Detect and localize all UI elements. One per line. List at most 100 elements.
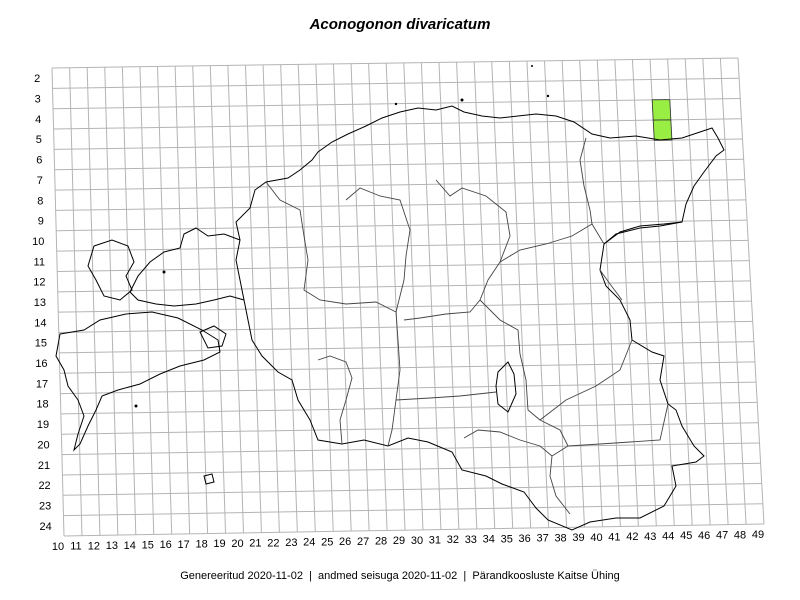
islet <box>546 94 550 98</box>
islet <box>460 98 464 102</box>
grid-line-vertical <box>491 61 514 529</box>
generated-date: Genereeritud 2020-11-02 <box>180 570 303 582</box>
grid-line-vertical <box>473 61 496 529</box>
islet <box>394 102 398 106</box>
grid-line-vertical <box>561 60 586 528</box>
col-label: 39 <box>572 532 584 544</box>
country-outline <box>55 65 725 531</box>
grid-line-horizontal <box>59 361 755 374</box>
row-label: 17 <box>36 378 48 390</box>
grid-line-vertical <box>368 63 388 531</box>
county-border <box>403 179 511 321</box>
grid-line-vertical <box>86 67 101 536</box>
col-label: 14 <box>124 540 136 552</box>
county-border <box>345 187 411 313</box>
grid-line-vertical <box>104 67 119 536</box>
col-label: 33 <box>465 534 477 546</box>
col-label: 16 <box>160 539 172 551</box>
grid-line-horizontal <box>57 280 751 293</box>
grid-line-horizontal <box>61 442 760 456</box>
map-footer: Genereeritud 2020-11-02 | andmed seisuga… <box>0 570 800 582</box>
grid-line-horizontal <box>54 158 744 171</box>
grid-line-horizontal <box>60 381 757 395</box>
col-label: 11 <box>70 541 81 553</box>
grid-line-vertical <box>174 66 191 534</box>
grid-line-horizontal <box>53 118 742 130</box>
col-label: 49 <box>752 529 764 541</box>
row-label: 3 <box>35 94 41 106</box>
grid-line-horizontal <box>56 239 749 252</box>
col-label: 25 <box>321 536 333 548</box>
col-label: 28 <box>375 535 387 547</box>
grid-line-horizontal <box>56 219 748 232</box>
col-label: 48 <box>734 529 746 541</box>
col-label: 30 <box>411 535 423 547</box>
grid-line-vertical <box>139 66 155 535</box>
grid-line-vertical <box>51 67 65 537</box>
col-label: 15 <box>142 539 154 551</box>
occurrence-cells <box>651 99 673 141</box>
ruhnu-island <box>203 473 215 485</box>
grid-line-vertical <box>438 62 460 530</box>
col-label: 27 <box>357 536 369 548</box>
saaremaa-island <box>55 311 221 452</box>
col-label: 21 <box>249 538 261 550</box>
islet <box>531 65 533 67</box>
organization-name: Pärandkoosluste Kaitse Ühing <box>472 570 620 582</box>
col-label: 37 <box>536 533 548 545</box>
row-label: 4 <box>35 114 41 126</box>
grid-line-horizontal <box>62 462 761 476</box>
grid-line-vertical <box>332 63 352 532</box>
col-label: 34 <box>483 534 495 546</box>
col-label: 45 <box>680 530 692 542</box>
grid-line-vertical <box>244 65 262 533</box>
col-label: 22 <box>267 537 279 549</box>
grid-line-horizontal <box>57 260 750 272</box>
grid-line-vertical <box>579 60 603 527</box>
map-title: Aconogonon divaricatum <box>309 16 491 33</box>
grid-line-vertical <box>192 65 209 534</box>
muhu-island <box>199 325 227 349</box>
grid-line-vertical <box>631 59 657 526</box>
col-label: 31 <box>429 535 441 547</box>
col-label: 42 <box>626 531 638 543</box>
hiiumaa-island <box>87 239 135 301</box>
row-label: 9 <box>38 216 44 228</box>
row-label: 10 <box>32 236 44 248</box>
grid-line-horizontal <box>60 401 758 415</box>
col-label: 12 <box>88 540 100 552</box>
col-label: 35 <box>501 533 513 545</box>
row-label: 11 <box>34 256 45 268</box>
row-label: 12 <box>33 277 45 289</box>
western-coast <box>129 227 245 307</box>
lake-vortsjarv <box>495 361 517 413</box>
grid-line-vertical <box>544 60 568 528</box>
grid-line-vertical <box>157 66 173 535</box>
grid-line-horizontal <box>62 482 762 496</box>
row-label: 14 <box>34 317 46 329</box>
county-border <box>579 137 593 225</box>
row-label: 21 <box>38 460 50 472</box>
row-label: 22 <box>38 480 50 492</box>
row-label: 15 <box>35 338 47 350</box>
grid-line-vertical <box>702 58 729 525</box>
grid-line-vertical <box>227 65 244 533</box>
col-labels: 10 11 12 13 14 15 16 17 18 19 20 21 22 23 24 25 26 27 28 29… <box>52 529 764 553</box>
col-label: 46 <box>698 530 710 542</box>
lake-peipus <box>603 221 683 245</box>
grid-line-vertical <box>350 63 370 531</box>
grid-line-vertical <box>403 62 424 530</box>
col-label: 20 <box>231 538 243 550</box>
row-label: 7 <box>37 175 43 187</box>
row-label: 8 <box>37 195 43 207</box>
col-label: 24 <box>303 537 315 549</box>
col-label: 43 <box>644 531 656 543</box>
row-label: 18 <box>36 399 48 411</box>
grid-line-horizontal <box>58 320 753 334</box>
county-border <box>317 355 353 445</box>
county-border <box>567 403 669 447</box>
col-label: 10 <box>52 541 64 553</box>
col-label: 18 <box>195 539 207 551</box>
